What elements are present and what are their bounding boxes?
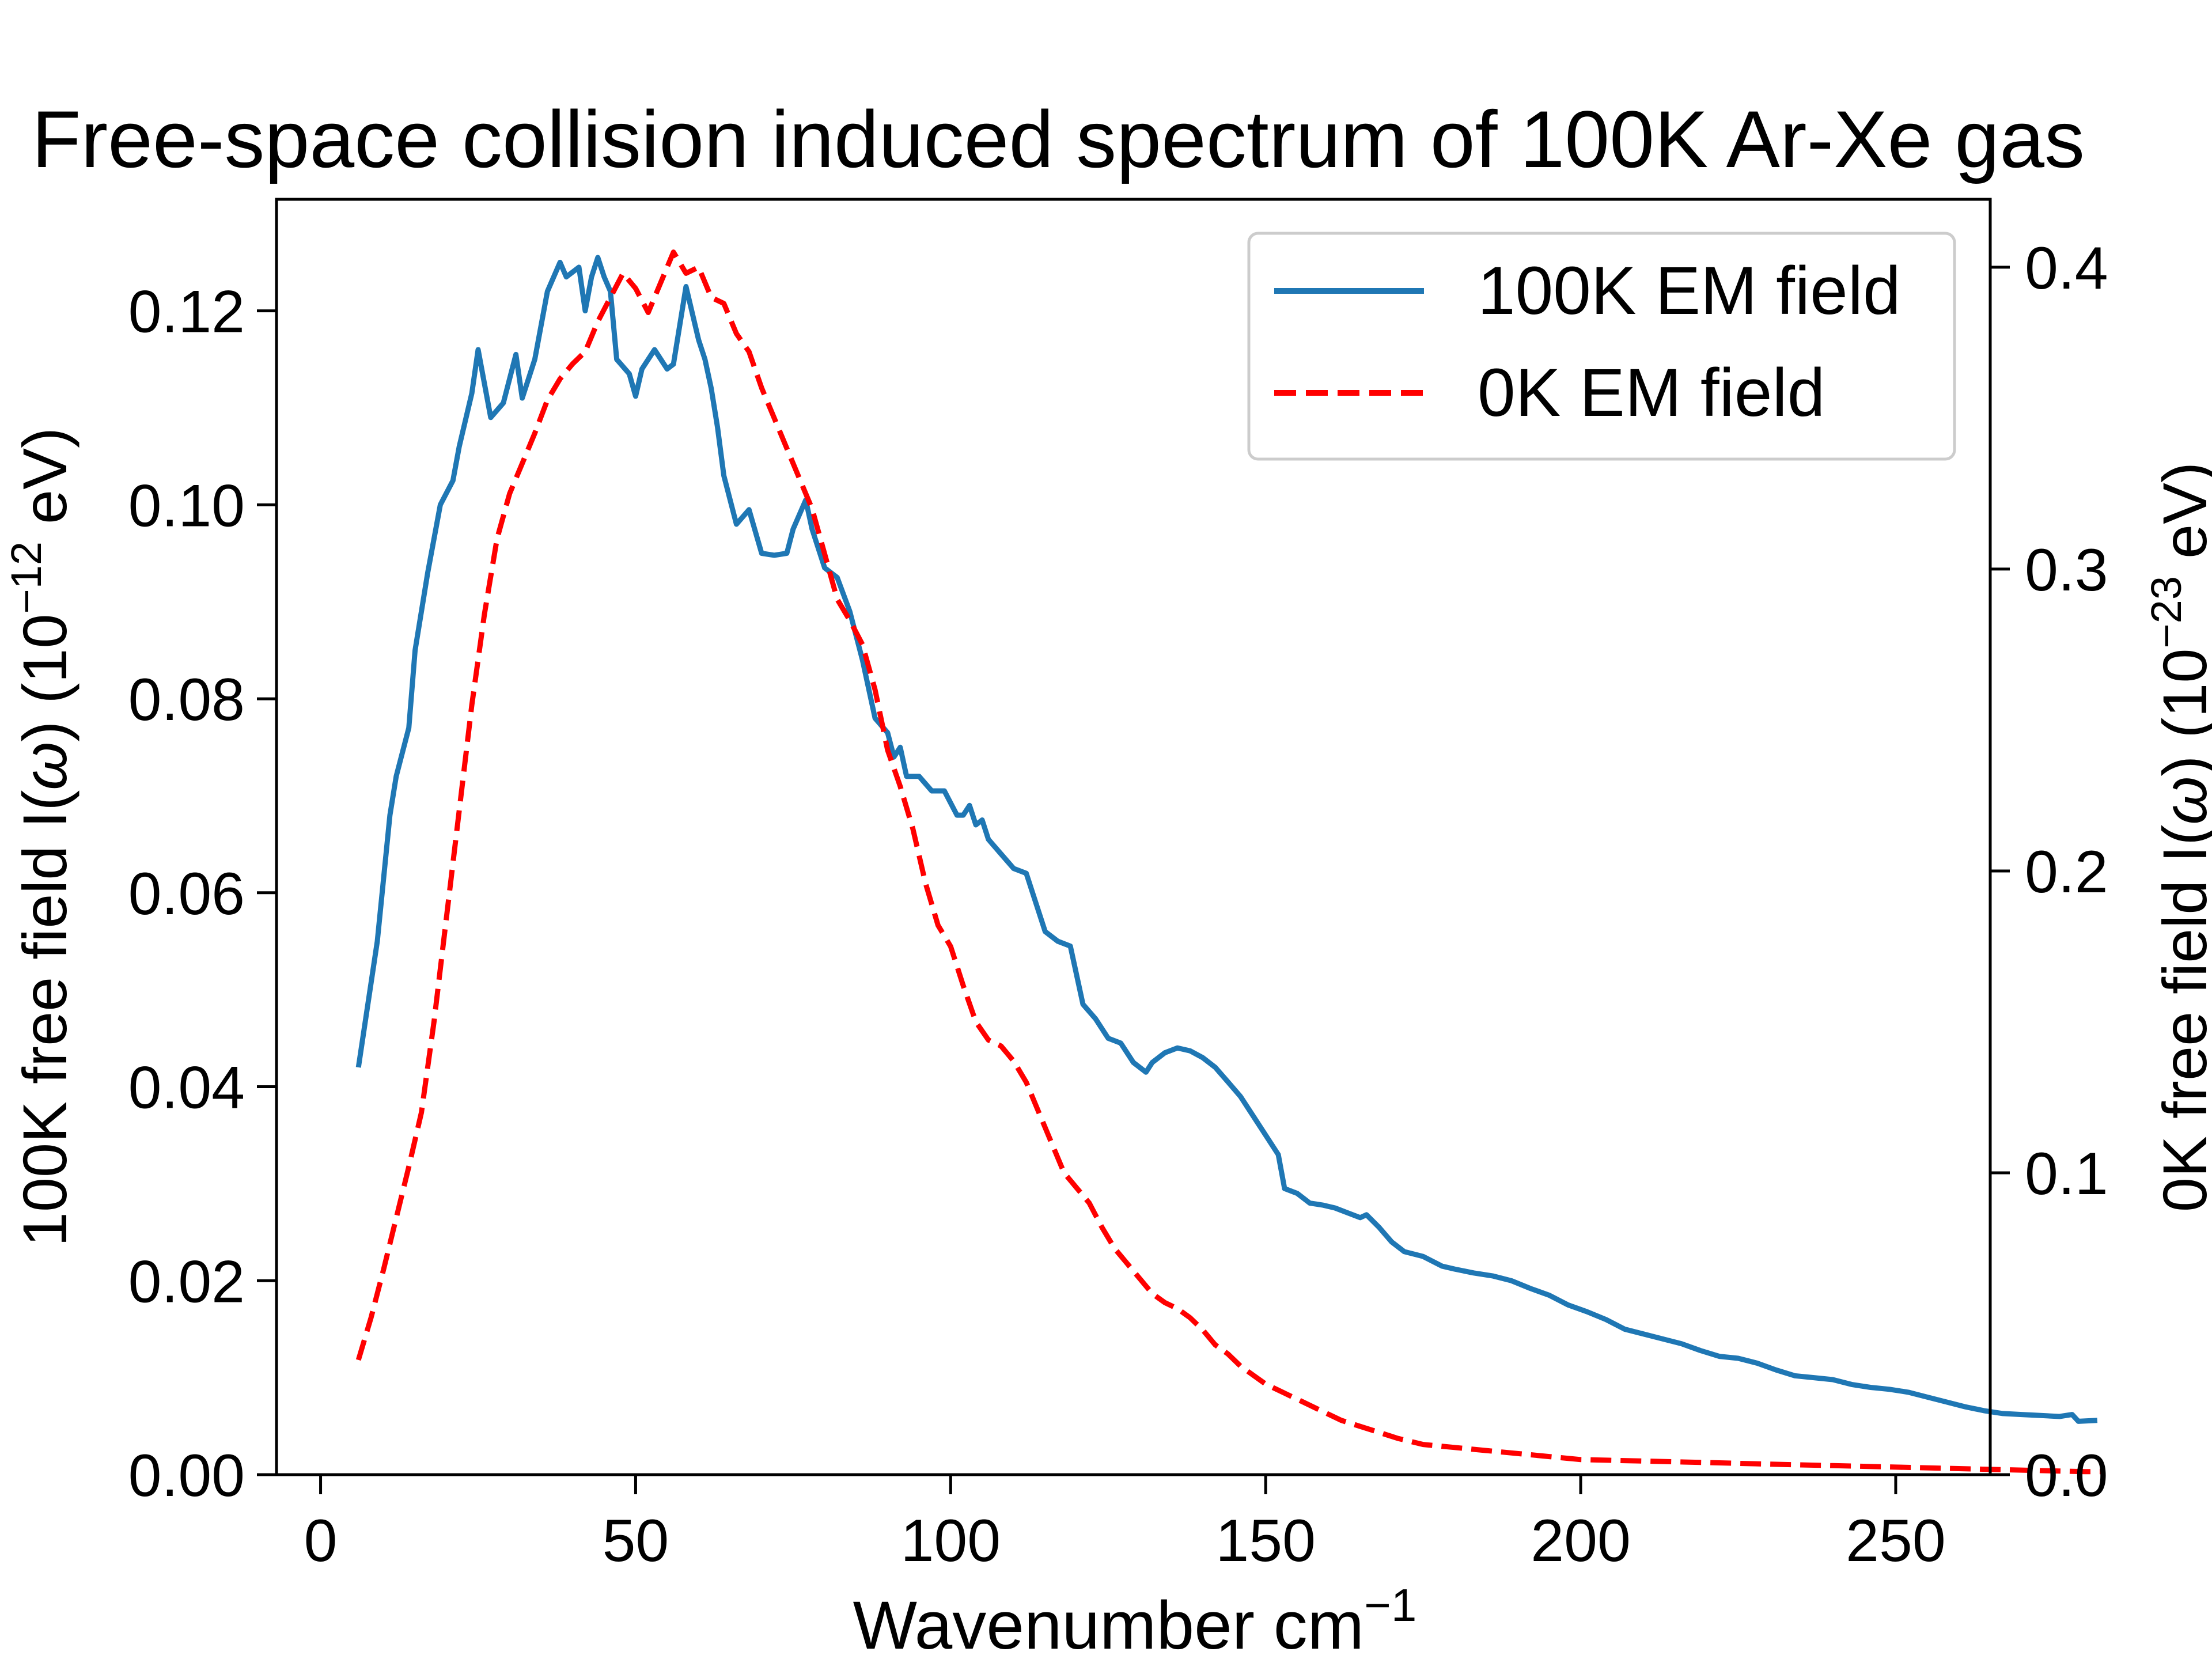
y-tick-label-right: 0.1 [2025,1141,2108,1207]
series-layer [355,249,2104,1475]
x-tick-label: 200 [1531,1508,1631,1574]
y-tick-label-left: 0.12 [128,279,245,346]
y-tick-label-left: 0.10 [128,472,245,539]
x-tick-label: 100 [901,1508,1001,1574]
legend-box [1247,232,1956,461]
y-tick-label-right: 0.4 [2025,235,2108,302]
plot-area [275,198,2104,1476]
x-tick-label: 150 [1215,1508,1316,1574]
legend: 100K EM field 0K EM field [1247,232,1956,461]
legend-label-100k: 100K EM field [1478,253,1901,329]
chart-title: Free-space collision induced spectrum of… [32,94,2085,184]
y-axis-label-left: 100K free field I(ω) (10−12 eV) [2,427,79,1247]
y-tick-label-left: 0.06 [128,861,245,927]
x-ticks: 0 50 100 150 200 250 [304,1475,1946,1574]
y-tick-label-left: 0.02 [128,1248,245,1315]
series-line-100k [355,255,2098,1424]
y-ticks-right: 0.0 0.1 0.2 0.3 0.4 [1990,235,2108,1509]
y-tick-label-left: 0.00 [128,1442,245,1509]
x-tick-label: 250 [1846,1508,1946,1574]
x-tick-label: 50 [603,1508,669,1574]
y-tick-label-right: 0.3 [2025,537,2108,604]
y-tick-label-right: 0.2 [2025,839,2108,906]
x-tick-label: 0 [304,1508,338,1574]
axes-frame [275,198,1992,1476]
x-axis-label: Wavenumber cm−1 [853,1580,1417,1659]
series-line-0k [355,249,2104,1475]
y-tick-label-right: 0.0 [2025,1442,2108,1509]
y-tick-label-left: 0.04 [128,1055,245,1122]
y-ticks-left: 0.00 0.02 0.04 0.06 0.08 0.10 0.12 [128,279,276,1509]
y-axis-label-right: 0K free field I(ω) (10−23 eV) [2142,462,2212,1212]
y-tick-label-left: 0.08 [128,666,245,733]
legend-label-0k: 0K EM field [1478,355,1825,431]
